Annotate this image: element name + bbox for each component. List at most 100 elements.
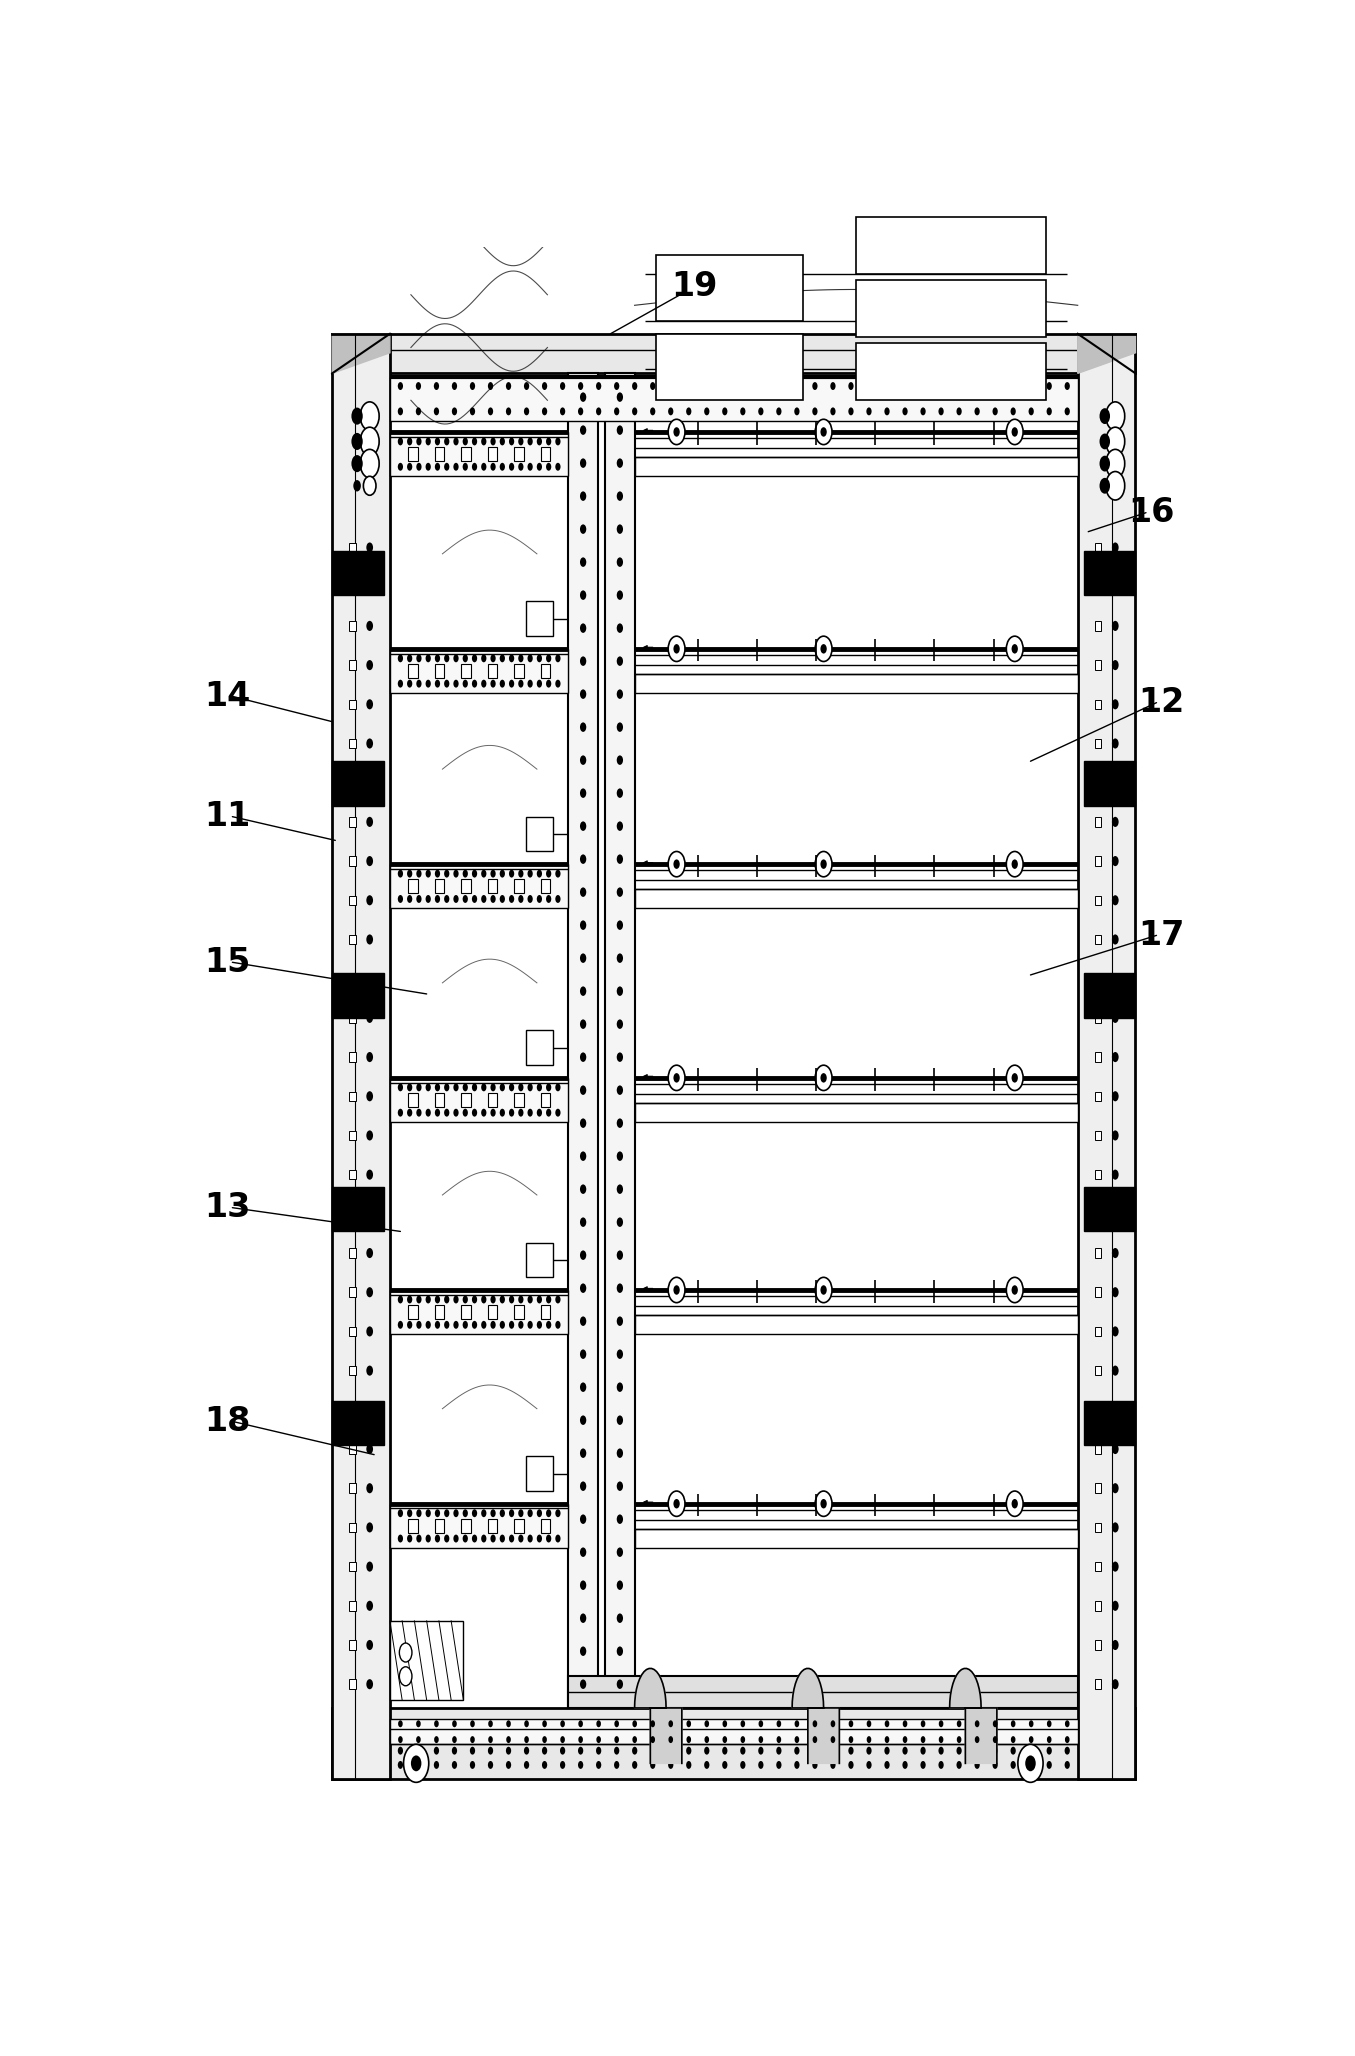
Circle shape xyxy=(556,654,561,662)
Circle shape xyxy=(416,1762,421,1768)
Circle shape xyxy=(454,870,458,878)
Circle shape xyxy=(992,382,997,391)
Circle shape xyxy=(617,787,623,798)
Circle shape xyxy=(411,1756,421,1772)
Circle shape xyxy=(488,1762,493,1768)
Circle shape xyxy=(1046,407,1051,415)
Circle shape xyxy=(560,407,565,415)
Circle shape xyxy=(398,1509,402,1517)
Circle shape xyxy=(366,621,373,631)
Circle shape xyxy=(404,1743,428,1783)
Circle shape xyxy=(1112,1641,1119,1651)
Bar xyxy=(541,446,550,461)
Circle shape xyxy=(527,1295,533,1304)
Circle shape xyxy=(491,870,496,878)
Bar xyxy=(1084,551,1135,594)
Bar xyxy=(1084,972,1135,1018)
Circle shape xyxy=(794,1721,799,1727)
Circle shape xyxy=(354,479,360,491)
Bar xyxy=(461,1094,470,1106)
Circle shape xyxy=(631,1762,637,1768)
Bar xyxy=(390,1503,569,1548)
Circle shape xyxy=(705,1748,710,1754)
Bar xyxy=(350,1092,355,1102)
Circle shape xyxy=(507,1721,511,1727)
Polygon shape xyxy=(793,1669,839,1764)
Circle shape xyxy=(1112,1053,1119,1063)
Circle shape xyxy=(776,1735,782,1743)
Circle shape xyxy=(580,1053,587,1061)
Bar xyxy=(435,446,444,461)
Circle shape xyxy=(527,1509,533,1517)
Circle shape xyxy=(974,1721,980,1727)
Bar xyxy=(634,1316,1077,1334)
Bar xyxy=(1077,333,1135,1778)
Bar xyxy=(1084,1400,1135,1445)
Circle shape xyxy=(705,407,710,415)
Circle shape xyxy=(617,1184,623,1195)
Circle shape xyxy=(617,755,623,765)
Circle shape xyxy=(546,438,551,446)
Circle shape xyxy=(1106,428,1125,456)
Circle shape xyxy=(1112,543,1119,553)
Text: 15: 15 xyxy=(205,946,251,979)
Circle shape xyxy=(527,1534,533,1542)
Circle shape xyxy=(509,681,514,687)
Circle shape xyxy=(481,870,486,878)
Circle shape xyxy=(920,407,925,415)
Circle shape xyxy=(472,894,477,903)
Circle shape xyxy=(491,463,496,471)
Bar xyxy=(1095,1563,1102,1571)
Circle shape xyxy=(1112,1443,1119,1454)
Circle shape xyxy=(546,463,551,471)
Circle shape xyxy=(617,1316,623,1326)
Circle shape xyxy=(580,1415,587,1425)
Circle shape xyxy=(831,1762,836,1768)
Circle shape xyxy=(1065,1721,1069,1727)
Circle shape xyxy=(957,1748,962,1754)
Circle shape xyxy=(902,1748,908,1754)
Circle shape xyxy=(579,1762,583,1768)
Circle shape xyxy=(416,654,421,662)
Circle shape xyxy=(794,1735,799,1743)
Circle shape xyxy=(488,1735,493,1743)
Circle shape xyxy=(1112,738,1119,748)
Circle shape xyxy=(481,1509,486,1517)
Circle shape xyxy=(444,894,450,903)
Circle shape xyxy=(398,1084,402,1092)
Circle shape xyxy=(481,894,486,903)
Bar xyxy=(390,1077,569,1123)
Circle shape xyxy=(776,407,782,415)
Circle shape xyxy=(462,1108,467,1116)
Circle shape xyxy=(992,1762,997,1768)
Circle shape xyxy=(631,1748,637,1754)
Bar xyxy=(1095,1053,1102,1061)
Circle shape xyxy=(614,1762,619,1768)
Circle shape xyxy=(537,870,542,878)
Bar xyxy=(408,880,417,894)
Circle shape xyxy=(537,1534,542,1542)
Circle shape xyxy=(580,1447,587,1458)
Bar xyxy=(488,446,497,461)
Circle shape xyxy=(524,382,530,391)
Bar xyxy=(461,446,470,461)
Bar xyxy=(606,374,634,1709)
Bar xyxy=(435,1306,444,1320)
Circle shape xyxy=(416,894,421,903)
Circle shape xyxy=(462,1084,467,1092)
Circle shape xyxy=(556,681,561,687)
Circle shape xyxy=(453,1721,457,1727)
Bar xyxy=(350,1484,355,1493)
Circle shape xyxy=(580,921,587,929)
Bar xyxy=(390,1620,463,1700)
Bar xyxy=(350,1365,355,1375)
Circle shape xyxy=(366,582,373,592)
Circle shape xyxy=(1011,382,1016,391)
Circle shape xyxy=(831,1748,836,1754)
Circle shape xyxy=(1112,1602,1119,1610)
Circle shape xyxy=(673,1073,680,1084)
Circle shape xyxy=(454,1084,458,1092)
Circle shape xyxy=(406,654,412,662)
Circle shape xyxy=(993,1721,997,1727)
Circle shape xyxy=(546,1320,551,1328)
